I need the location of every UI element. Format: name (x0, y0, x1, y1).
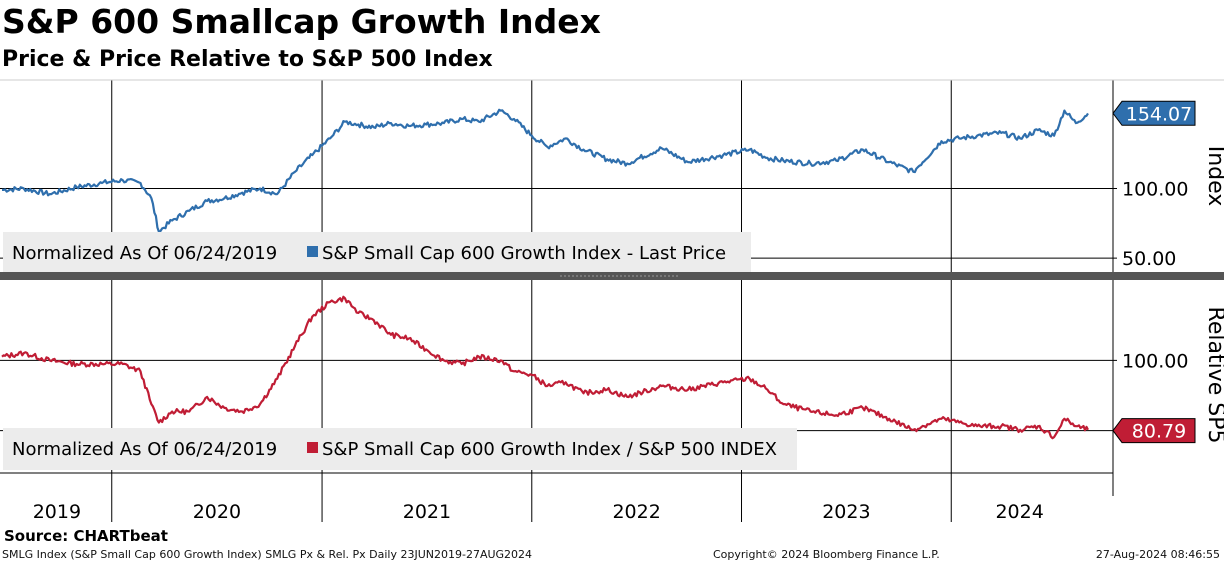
relative-legend-swatch (307, 442, 318, 453)
price-legend-box (3, 232, 751, 274)
chart-title: S&P 600 Smallcap Growth Index (2, 2, 601, 41)
price-y-tick-label: 100.00 (1122, 179, 1188, 201)
x-tick-label-2024: 2024 (995, 501, 1043, 523)
footer-timestamp: 27-Aug-2024 08:46:55 (1095, 548, 1220, 561)
price-series-line (2, 108, 1089, 233)
x-tick-label-2019: 2019 (33, 501, 81, 523)
relative-y-tick-label: 100.00 (1122, 350, 1188, 372)
x-tick-label-2022: 2022 (612, 501, 660, 523)
legend-layer: Normalized As Of 06/24/2019 S&P Small Cap… (3, 232, 797, 470)
footer-description: SMLG Index (S&P Small Cap 600 Growth Ind… (2, 548, 533, 561)
x-tick-label-2020: 2020 (193, 501, 241, 523)
source-note: Source: CHARTbeat (4, 527, 168, 545)
price-last-value-tag (1112, 100, 1196, 126)
relative-last-value-label: 80.79 (1132, 421, 1186, 443)
footer-copyright: Copyright© 2024 Bloomberg Finance L.P. (713, 548, 940, 561)
relative-y-axis-label: Relative SP5 (1203, 307, 1224, 444)
chart-subtitle: Price & Price Relative to S&P 500 Index (2, 47, 493, 72)
price-y-axis-label: Index (1203, 146, 1224, 207)
x-tick-label-2021: 2021 (403, 501, 451, 523)
series-layer (1, 108, 1089, 440)
price-legend-swatch (307, 246, 318, 257)
relative-series-line (1, 295, 1089, 440)
price-legend-series-name: S&P Small Cap 600 Growth Index - Last Pr… (322, 243, 726, 264)
axis-layer: 2019 2020 2021 2022 2023 2024 50.00 100.00 154.0… (0, 79, 1224, 523)
relative-last-value-tag (1112, 418, 1196, 444)
price-legend-note: Normalized As Of 06/24/2019 (12, 243, 277, 264)
relative-legend-note: Normalized As Of 06/24/2019 (12, 439, 277, 460)
price-last-value-label: 154.07 (1126, 103, 1192, 125)
x-tick-label-2023: 2023 (822, 501, 870, 523)
price-y-tick-label: 50.00 (1122, 248, 1176, 270)
relative-legend-box (3, 428, 797, 470)
relative-legend-series-name: S&P Small Cap 600 Growth Index / S&P 500… (322, 439, 777, 460)
